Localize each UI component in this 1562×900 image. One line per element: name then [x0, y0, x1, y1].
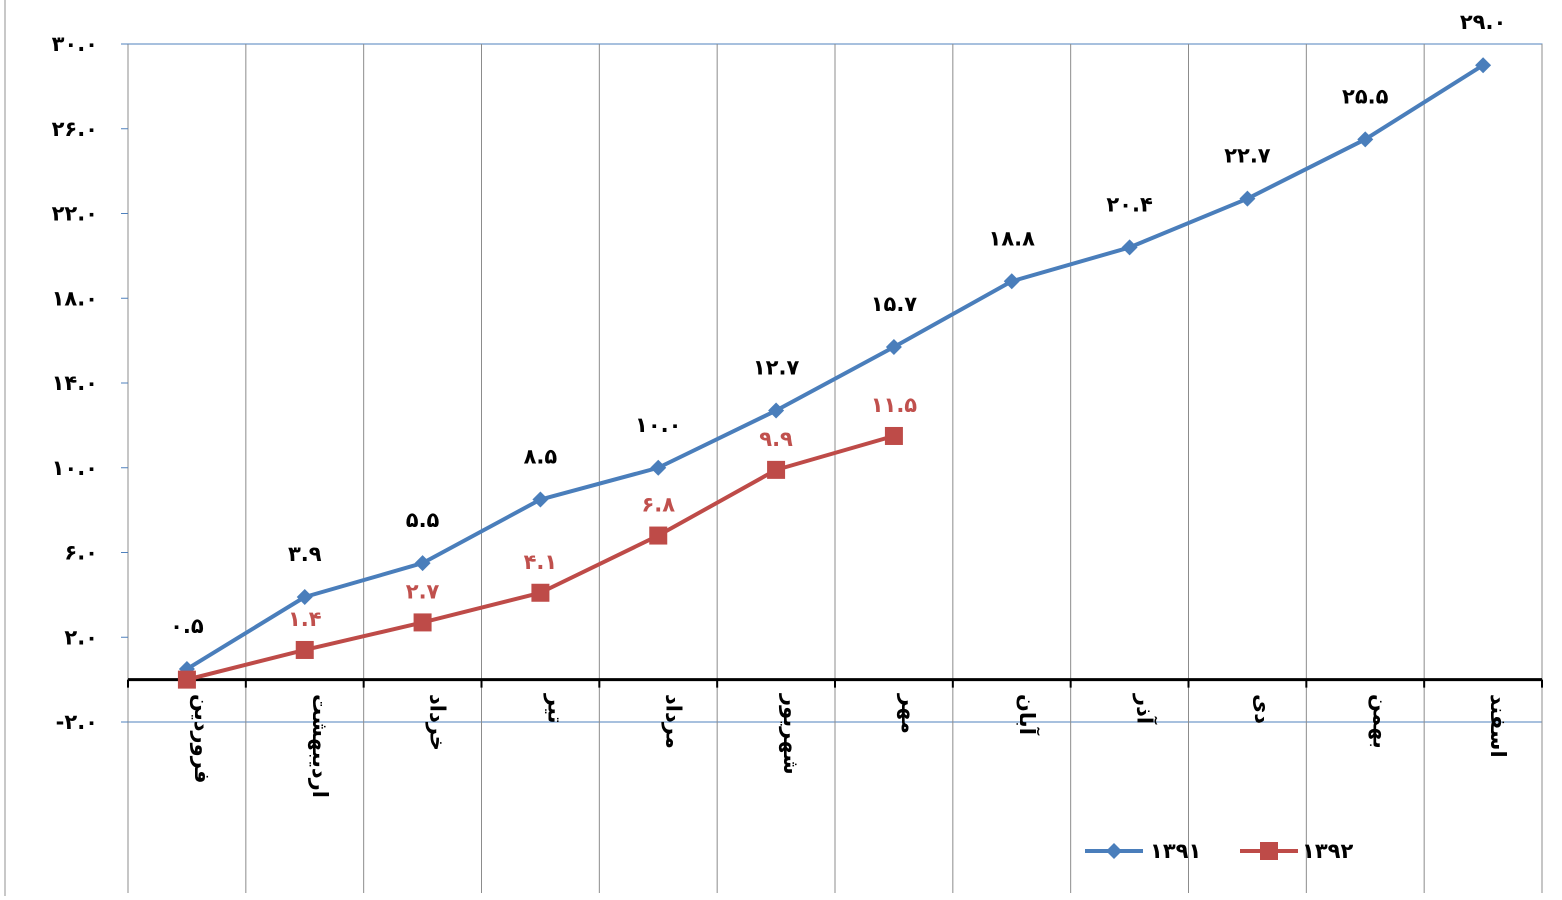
- legend: ۱۳۹۱ ۱۳۹۲: [1085, 839, 1353, 863]
- legend-label: ۱۳۹۱: [1150, 839, 1201, 863]
- data-point-marker: [1357, 131, 1374, 148]
- data-point-marker: [768, 402, 785, 419]
- data-label: ۹.۹: [759, 427, 793, 451]
- x-tick-label: آذر: [1133, 693, 1158, 725]
- y-tick-label: ۱۸.۰: [52, 286, 98, 310]
- legend-label: ۱۳۹۲: [1302, 839, 1353, 863]
- series-line: [185, 63, 1485, 671]
- data-label: ۳.۹: [288, 542, 322, 566]
- x-tick-label: شهریور: [779, 693, 803, 775]
- y-tick-label: ۱۴.۰: [52, 371, 98, 395]
- data-label: ۲.۷: [406, 579, 440, 603]
- x-tick-label: اسفند: [1486, 694, 1510, 758]
- y-tick-label: -۲.۰: [56, 710, 98, 734]
- data-point-marker: [1121, 239, 1138, 256]
- x-tick-label: تیر: [543, 693, 567, 724]
- y-tick-label: ۲.۰: [64, 625, 98, 649]
- data-point-marker: [1475, 57, 1492, 74]
- data-label: ۰.۵: [170, 614, 204, 638]
- data-label: ۲۵.۵: [1342, 84, 1389, 108]
- data-point-marker: [414, 555, 431, 572]
- x-tick-label: آبان: [1015, 694, 1040, 736]
- x-tick-label: فروردین: [190, 694, 214, 784]
- x-tick-label: دی: [1250, 694, 1274, 724]
- data-point-marker: [1239, 190, 1256, 207]
- data-point-marker: [295, 640, 314, 659]
- y-tick-label: ۳۰.۰: [52, 32, 98, 56]
- legend-swatch-marker: [1106, 843, 1122, 859]
- y-tick-label: ۱۰.۰: [52, 456, 98, 480]
- data-label: ۵.۵: [406, 508, 440, 532]
- series-2: ۱.۴ ۲.۷ ۴.۱ ۶.۸ ۹.۹ ۱۱.۵: [177, 393, 918, 689]
- data-point-marker: [649, 526, 668, 545]
- data-point-marker: [1003, 273, 1020, 290]
- legend-swatch-marker: [1260, 842, 1278, 860]
- data-label: ۶.۸: [641, 493, 675, 517]
- data-label: ۲۰.۴: [1106, 192, 1153, 216]
- y-tick-label: ۲۲.۰: [52, 202, 98, 226]
- data-label: ۸.۵: [524, 445, 558, 469]
- data-point-marker: [177, 670, 196, 689]
- x-tick-label: مرداد: [661, 694, 685, 749]
- data-point-marker: [413, 613, 432, 632]
- data-point-marker: [884, 426, 903, 445]
- data-point-marker: [767, 460, 786, 479]
- data-point-marker: [650, 459, 667, 476]
- data-label: ۱۱.۵: [871, 393, 918, 417]
- series-1: ۰.۵ ۳.۹ ۵.۵ ۸.۵ ۱۰.۰ ۱۲.۷ ۱۵.۷ ۱۸.۸ ۲۰.۴ ۲۲.۷ ۲۵.۵…: [170, 10, 1506, 678]
- data-label: ۲۲.۷: [1224, 144, 1271, 168]
- data-label: ۲۹.۰: [1460, 10, 1506, 34]
- x-tick-label: مهر: [897, 693, 921, 734]
- data-label: ۱۰.۰: [635, 413, 681, 437]
- data-label: ۱۸.۸: [989, 226, 1036, 250]
- data-label: ۱.۴: [288, 607, 322, 631]
- data-point-marker: [885, 338, 902, 355]
- x-tick-label: بهمن: [1368, 694, 1392, 749]
- data-label: ۱۵.۷: [871, 292, 918, 316]
- data-point-marker: [296, 588, 313, 605]
- data-label: ۱۲.۷: [753, 356, 800, 380]
- data-point-marker: [531, 583, 550, 602]
- data-label: ۴.۱: [524, 550, 558, 574]
- y-tick-label: ۶.۰: [64, 541, 98, 565]
- data-point-marker: [532, 491, 549, 508]
- x-tick-label: اردیبهشت: [308, 694, 332, 798]
- y-tick-label: ۲۶.۰: [52, 117, 98, 141]
- x-tick-label: خرداد: [426, 694, 450, 751]
